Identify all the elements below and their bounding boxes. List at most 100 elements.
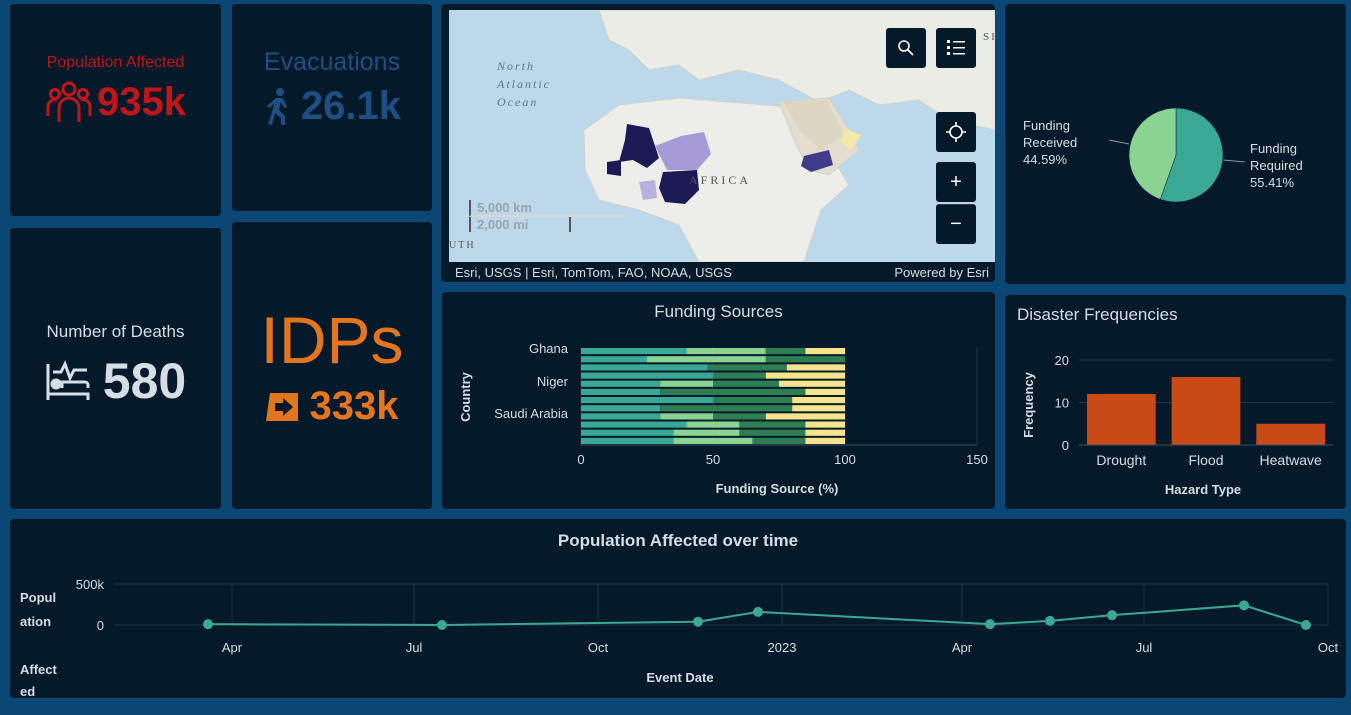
funding-bar-row10-seg0 xyxy=(581,429,674,436)
legend-list-icon xyxy=(947,40,965,55)
disaster-frequencies-chart: 0 10 20 Drought Flood Heatwave Hazard Type Freq… xyxy=(1021,353,1333,497)
map-label-ocean: Ocean xyxy=(497,95,538,109)
funding-bar-row0-seg3 xyxy=(805,348,845,355)
map-zoom-out-button[interactable]: − xyxy=(936,204,976,244)
population-point-1 xyxy=(437,620,447,630)
pie-leader-received xyxy=(1108,139,1130,145)
funding-bar-row2-seg2 xyxy=(707,364,787,371)
pie-leader-required xyxy=(1222,159,1246,163)
map-label-atlantic: Atlantic xyxy=(496,77,551,91)
walking-person-icon xyxy=(266,87,287,125)
population-affected-card: Population Affected 935k xyxy=(10,4,221,216)
funding-xtick-0: 0 xyxy=(577,452,584,467)
pie-label-required-value: 55.41% xyxy=(1250,175,1295,190)
map-label-africa: AFRICA xyxy=(689,173,751,187)
map-label-north: North xyxy=(496,59,535,73)
funding-bar-row11-seg1 xyxy=(673,437,753,444)
freq-ytick-10: 10 xyxy=(1055,396,1069,411)
funding-pie-chart: Funding Received 44.59% Funding Required 55.4… xyxy=(1023,107,1303,203)
idps-label: IDPs xyxy=(260,303,404,377)
funding-bar-row1-seg0 xyxy=(581,356,647,363)
funding-bar-row9-seg3 xyxy=(805,421,845,428)
line-ytick-1: 500k xyxy=(76,577,105,592)
funding-bar-row0-seg1 xyxy=(686,348,766,355)
map-label-south: UTH xyxy=(449,240,476,251)
search-icon xyxy=(898,40,914,56)
pie-slice-funding-required xyxy=(1160,107,1224,203)
funding-ytick-2: Saudi Arabia xyxy=(494,406,568,421)
map-attribution-bar: Esri, USGS | Esri, TomTom, FAO, NOAA, US… xyxy=(449,262,995,282)
population-point-2 xyxy=(693,616,703,627)
funding-bar-row11-seg2 xyxy=(752,437,806,444)
disaster-frequencies-title: Disaster Frequencies xyxy=(1017,305,1178,324)
freq-ytick-0: 0 xyxy=(1062,438,1069,453)
funding-bar-row9-seg1 xyxy=(686,421,740,428)
funding-bar-row11-seg3 xyxy=(805,437,845,444)
funding-bar-row4-seg3 xyxy=(779,380,845,387)
idps-value: 333k xyxy=(309,384,399,428)
funding-bar-row6-seg2 xyxy=(713,397,793,404)
freq-ytick-20: 20 xyxy=(1055,353,1069,368)
pie-slice-funding-received xyxy=(1128,107,1177,200)
funding-bar-row8-seg2 xyxy=(713,413,766,420)
line-xtick-5: Jul xyxy=(1136,640,1153,655)
crosshair-icon xyxy=(946,122,966,142)
evacuations-row: 26.1k xyxy=(232,84,432,129)
funding-bar-row7-seg3 xyxy=(792,405,845,412)
evacuations-card: Evacuations 26.1k xyxy=(232,4,432,211)
scale-km: 5,000 km xyxy=(469,200,625,217)
funding-bar-row11-seg0 xyxy=(581,437,674,444)
funding-ytick-0: Ghana xyxy=(529,341,569,356)
funding-pie-card: Funding Received 44.59% Funding Required 55.4… xyxy=(1005,4,1346,284)
line-ylabel-1: ation xyxy=(20,614,51,629)
population-point-0 xyxy=(203,619,213,630)
map-scale-bar: 5,000 km 2,000 mi xyxy=(469,200,625,232)
funding-bar-row1-seg2 xyxy=(765,356,845,363)
funding-bar-row3-seg0 xyxy=(581,372,713,379)
population-affected-label: Population Affected xyxy=(46,54,185,71)
map-search-button[interactable] xyxy=(886,28,926,68)
funding-bar-row6-seg3 xyxy=(792,397,845,404)
freq-bar-heatwave xyxy=(1256,423,1325,445)
funding-bar-row9-seg0 xyxy=(581,421,687,428)
funding-bar-row10-seg1 xyxy=(673,429,740,436)
funding-bar-row1-seg1 xyxy=(647,356,766,363)
powered-by-esri[interactable]: Powered by Esri xyxy=(894,264,989,280)
number-of-deaths-label: Number of Deaths xyxy=(46,322,185,341)
population-over-time-card: Population Affected over time Apr Jul Oct 2… xyxy=(10,519,1346,698)
funding-bar-row8-seg0 xyxy=(581,413,661,420)
population-point-5 xyxy=(1045,615,1055,626)
map-legend-button[interactable] xyxy=(936,28,976,68)
idps-card: IDPs 333k xyxy=(232,222,432,509)
funding-bar-row10-seg2 xyxy=(739,429,806,436)
line-xtick-3: 2023 xyxy=(768,640,797,655)
disaster-frequencies-card: Disaster Frequencies 0 10 20 Drought Flood He… xyxy=(1005,295,1346,509)
map-zoom-in-button[interactable]: + xyxy=(936,162,976,202)
population-over-time-title: Population Affected over time xyxy=(557,531,799,550)
funding-ylabel: Country xyxy=(458,371,473,422)
map-card: North Atlantic Ocean AFRICA UTH SI 5,000… xyxy=(441,4,995,282)
pie-label-received-value: 44.59% xyxy=(1023,152,1068,167)
funding-bar-row9-seg2 xyxy=(739,421,806,428)
line-xtick-2: Oct xyxy=(588,640,609,655)
line-xtick-1: Jul xyxy=(406,640,423,655)
funding-bar-row6-seg0 xyxy=(581,397,713,404)
funding-bar-row2-seg0 xyxy=(581,364,708,371)
population-affected-value: 935k xyxy=(97,79,186,124)
line-ytick-0: 0 xyxy=(97,618,104,633)
funding-bar-row7-seg2 xyxy=(660,405,793,412)
map-locate-button[interactable] xyxy=(936,112,976,152)
funding-bar-row5-seg3 xyxy=(805,388,845,395)
freq-xtick-drought: Drought xyxy=(1096,452,1146,468)
freq-xtick-heatwave: Heatwave xyxy=(1260,452,1322,468)
funding-sources-title: Funding Sources xyxy=(654,302,783,321)
line-xtick-0: Apr xyxy=(222,640,243,655)
funding-bar-row5-seg0 xyxy=(581,388,661,395)
freq-xlabel: Hazard Type xyxy=(1165,482,1241,497)
pie-label-received-line1: Funding xyxy=(1023,118,1070,133)
line-ylabel-3: ed xyxy=(20,684,35,698)
freq-bar-flood xyxy=(1171,377,1241,445)
funding-bar-row0-seg2 xyxy=(765,348,806,355)
funding-sources-card: Funding Sources 0 50 100 150 Ghana Niger Saudi… xyxy=(442,292,995,509)
funding-bar-row8-seg3 xyxy=(765,413,845,420)
